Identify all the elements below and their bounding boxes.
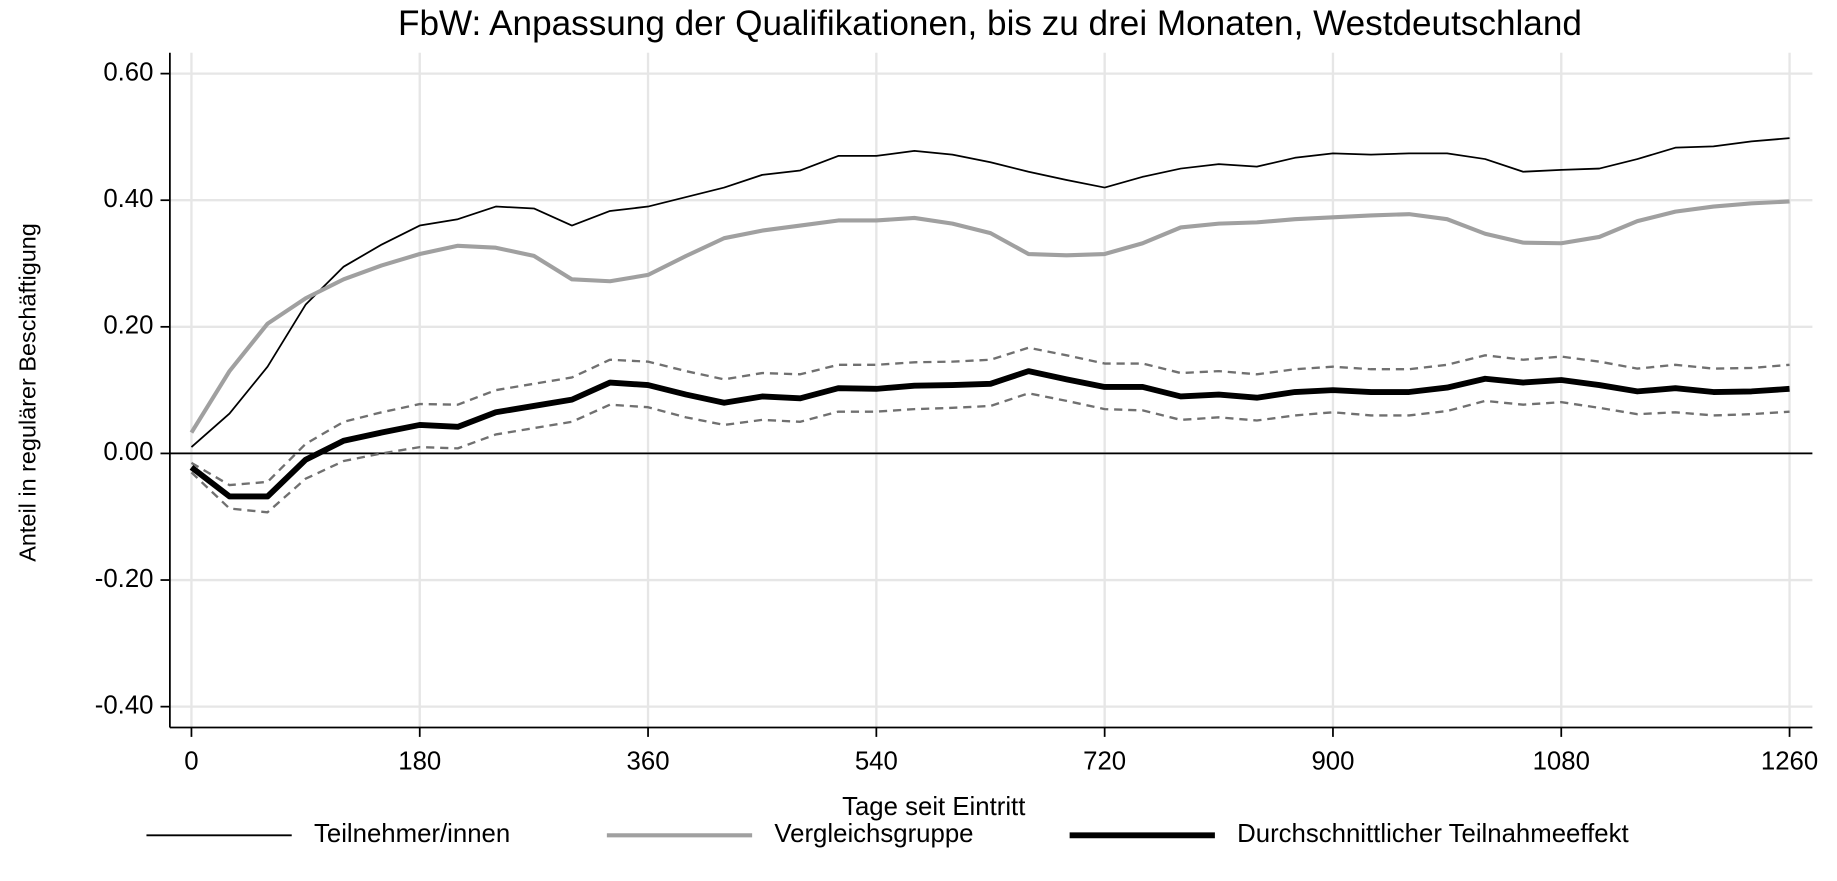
x-tick-label: 540 — [855, 747, 898, 775]
y-tick-label: -0.20 — [95, 565, 154, 593]
x-tick-label: 0 — [184, 747, 198, 775]
y-tick-label: 0.60 — [103, 58, 153, 86]
x-tick-label: 360 — [627, 747, 670, 775]
legend-label: Vergleichsgruppe — [774, 820, 973, 848]
x-tick-label: 1260 — [1761, 747, 1818, 775]
x-tick-label: 1080 — [1533, 747, 1590, 775]
x-tick-label: 180 — [398, 747, 441, 775]
x-tick-label: 720 — [1083, 747, 1126, 775]
series-line — [190, 392, 1790, 514]
legend-label: Durchschnittlicher Teilnahmeeffekt — [1237, 820, 1628, 848]
x-tick-label: 900 — [1311, 747, 1354, 775]
chart-title: FbW: Anpassung der Qualifikationen, bis … — [398, 4, 1582, 43]
y-tick-label: 0.00 — [103, 438, 153, 466]
series-line — [189, 199, 1790, 434]
series-line — [190, 346, 1790, 487]
y-tick-label: -0.40 — [95, 691, 154, 719]
y-axis-label: Anteil in regulärer Beschäftigung — [14, 223, 40, 562]
y-tick-label: 0.20 — [103, 312, 153, 340]
series-line — [189, 368, 1790, 500]
legend-label: Teilnehmer/innen — [314, 820, 510, 848]
y-tick-label: 0.40 — [103, 185, 153, 213]
x-axis-label: Tage seit Eintritt — [842, 793, 1025, 821]
series-line — [190, 137, 1790, 448]
